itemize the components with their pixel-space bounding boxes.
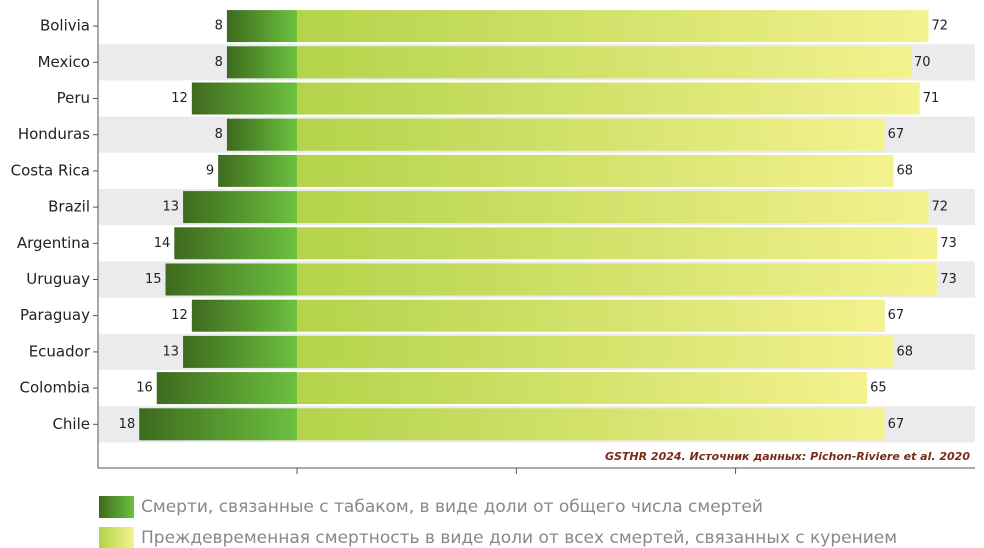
y-tick-label: Mexico xyxy=(38,53,90,71)
value-label: 8 xyxy=(215,127,223,142)
bar xyxy=(297,46,911,79)
y-tick-label: Costa Rica xyxy=(11,161,90,179)
value-label: 13 xyxy=(163,344,180,359)
value-label: 73 xyxy=(940,236,957,251)
value-label: 12 xyxy=(171,308,188,323)
legend-label: Преждевременная смертность в виде доли о… xyxy=(141,528,897,548)
y-tick-label: Uruguay xyxy=(26,270,90,288)
value-label: 67 xyxy=(888,417,905,432)
bar xyxy=(297,118,885,151)
y-tick-label: Peru xyxy=(57,89,90,107)
value-label: 67 xyxy=(888,127,905,142)
value-label: 72 xyxy=(932,200,949,215)
bar xyxy=(191,82,298,115)
bar xyxy=(297,408,885,441)
value-label: 73 xyxy=(940,272,957,287)
legend-swatch xyxy=(99,496,134,518)
bar xyxy=(226,10,298,43)
bar xyxy=(183,191,298,224)
legend-label: Смерти, связанные с табаком, в виде доли… xyxy=(141,497,763,517)
value-label: 18 xyxy=(119,417,136,432)
bar xyxy=(297,335,894,368)
bar xyxy=(297,372,868,405)
value-label: 71 xyxy=(923,91,940,106)
value-label: 70 xyxy=(914,55,931,70)
value-label: 12 xyxy=(171,91,188,106)
y-tick-label: Argentina xyxy=(17,234,90,252)
value-label: 68 xyxy=(896,344,913,359)
bar xyxy=(174,227,298,260)
y-tick-label: Ecuador xyxy=(29,342,91,360)
value-label: 8 xyxy=(215,19,223,34)
value-label: 72 xyxy=(932,19,949,34)
bar xyxy=(191,299,298,332)
y-tick-label: Chile xyxy=(52,415,90,433)
source-note: GSTHR 2024. Источник данных: Pichon-Rivi… xyxy=(605,450,970,463)
y-tick-label: Bolivia xyxy=(40,17,90,35)
value-label: 8 xyxy=(215,55,223,70)
legend-swatch xyxy=(99,527,134,548)
bar xyxy=(297,263,938,296)
value-label: 14 xyxy=(154,236,171,251)
value-label: 15 xyxy=(145,272,162,287)
bar xyxy=(165,263,298,296)
value-label: 9 xyxy=(206,163,214,178)
value-label: 16 xyxy=(136,381,153,396)
bar xyxy=(297,154,894,187)
value-label: 65 xyxy=(870,381,887,396)
bar xyxy=(183,335,298,368)
bar xyxy=(297,299,885,332)
value-label: 68 xyxy=(896,163,913,178)
y-tick-label: Honduras xyxy=(18,125,90,143)
bar xyxy=(156,372,298,405)
bar xyxy=(226,46,298,79)
bar xyxy=(297,82,920,115)
bar xyxy=(218,154,298,187)
y-tick-label: Paraguay xyxy=(20,306,90,324)
bar xyxy=(297,10,929,43)
bar xyxy=(297,191,929,224)
value-label: 67 xyxy=(888,308,905,323)
y-tick-label: Brazil xyxy=(48,198,90,216)
bar xyxy=(226,118,298,151)
bar xyxy=(139,408,298,441)
y-tick-label: Colombia xyxy=(20,379,91,397)
bar xyxy=(297,227,938,260)
value-label: 13 xyxy=(163,200,180,215)
